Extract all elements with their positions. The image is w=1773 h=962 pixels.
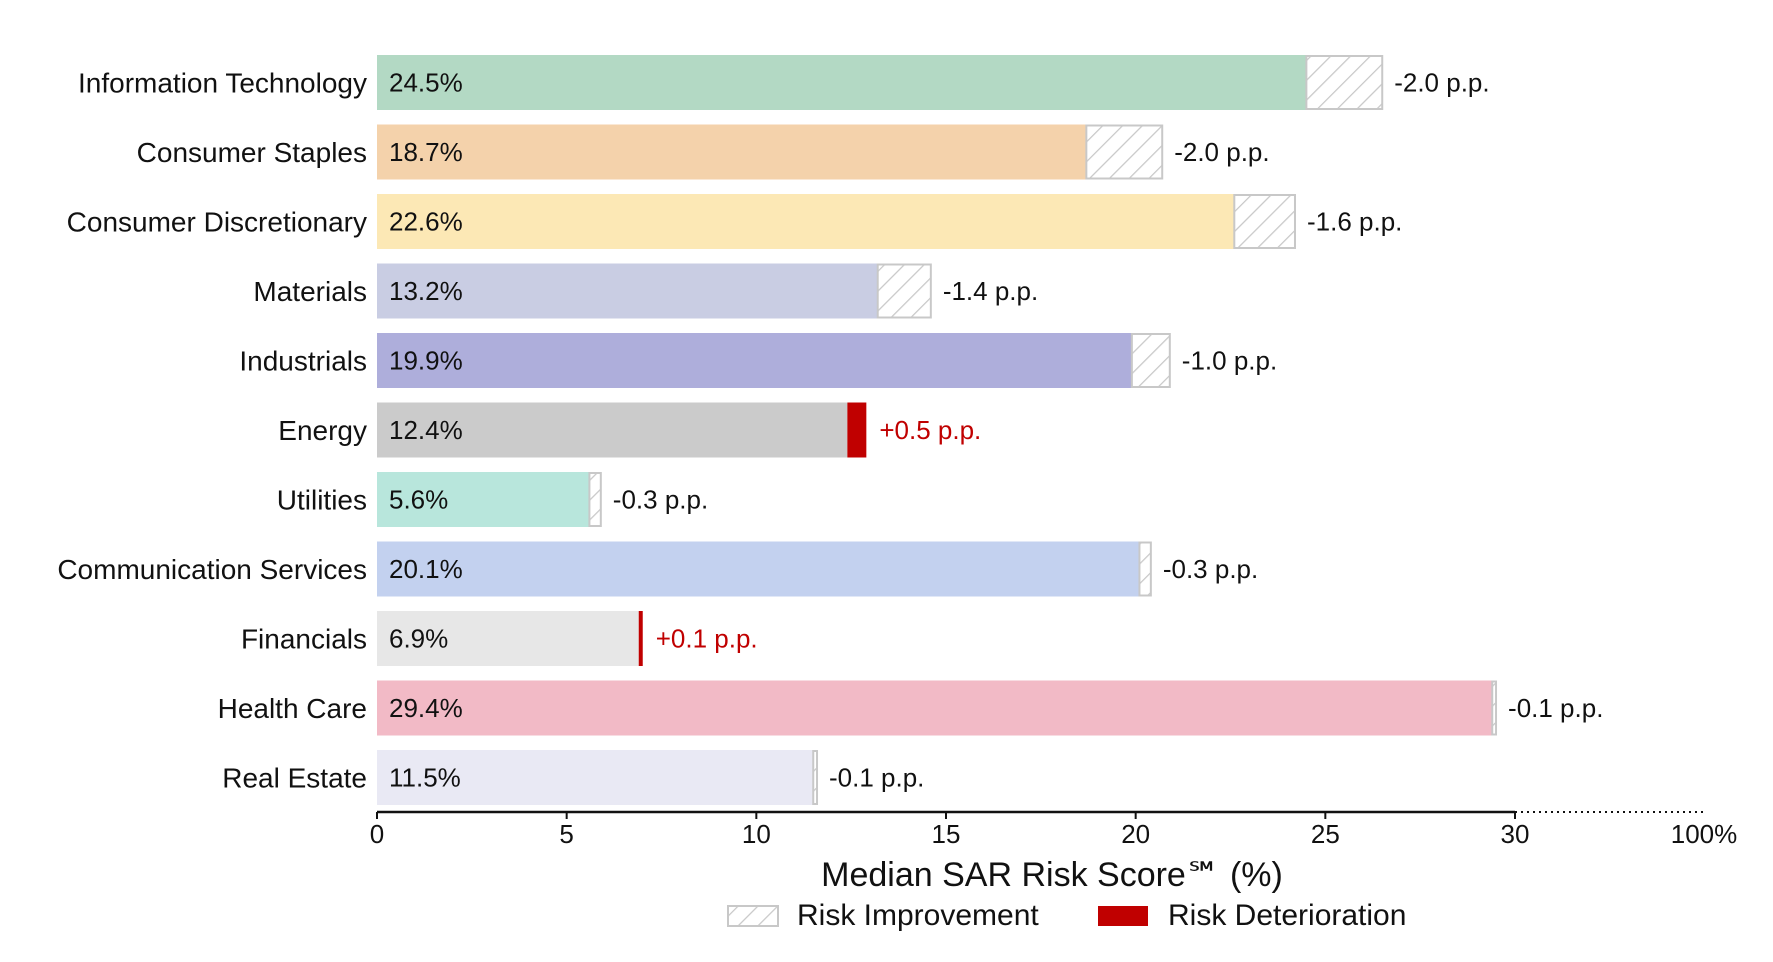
bar-row: Materials 13.2% -1.4 p.p.	[253, 263, 1038, 319]
deterioration-segment	[638, 611, 643, 666]
x-tick-label: 25	[1311, 819, 1340, 849]
improvement-segment	[812, 750, 819, 805]
bar-row: Real Estate 11.5% -0.1 p.p.	[222, 750, 924, 805]
x-tick-label: 5	[559, 819, 573, 849]
delta-label: -0.1 p.p.	[1508, 693, 1603, 723]
delta-label: -1.6 p.p.	[1307, 207, 1402, 237]
bar	[377, 472, 590, 527]
improvement-segment	[1233, 194, 1296, 249]
delta-label: +0.1 p.p.	[656, 624, 758, 654]
legend-item-improvement: Risk Improvement	[727, 899, 1039, 932]
category-label: Consumer Discretionary	[67, 207, 367, 238]
improvement-segment	[1138, 541, 1152, 597]
category-label: Industrials	[239, 346, 367, 377]
improvement-segment	[1085, 124, 1164, 180]
bar-row: Consumer Discretionary 22.6% -1.6 p.p.	[67, 194, 1402, 249]
category-label: Communication Services	[57, 554, 367, 585]
improvement-segment	[1305, 55, 1384, 110]
bar	[377, 263, 878, 319]
legend-item-deterioration: Risk Deterioration	[1098, 899, 1406, 932]
category-label: Consumer Staples	[137, 137, 367, 168]
bar	[377, 402, 848, 458]
value-label: 20.1%	[389, 554, 463, 584]
legend-red-swatch	[1098, 906, 1148, 926]
value-label: 22.6%	[389, 207, 463, 237]
bar-row: Information Technology 24.5% -2.0 p.p.	[78, 55, 1490, 110]
bar	[377, 194, 1235, 249]
bar-row: Consumer Staples 18.7% -2.0 p.p.	[137, 124, 1270, 180]
x-axis-title: Median SAR Risk Score℠ (%)	[821, 856, 1283, 894]
x-tick-label: 15	[932, 819, 961, 849]
bar	[377, 541, 1140, 597]
category-label: Health Care	[218, 693, 367, 724]
delta-label: -1.0 p.p.	[1182, 346, 1277, 376]
bar-row: Energy 12.4% +0.5 p.p.	[278, 402, 981, 458]
value-label: 13.2%	[389, 276, 463, 306]
delta-label: -1.4 p.p.	[943, 276, 1038, 306]
delta-label: -0.3 p.p.	[1163, 554, 1258, 584]
value-label: 29.4%	[389, 693, 463, 723]
delta-label: -2.0 p.p.	[1174, 137, 1269, 167]
bar	[377, 750, 814, 805]
bar-row: Utilities 5.6% -0.3 p.p.	[277, 472, 708, 527]
bar-row: Communication Services 20.1% -0.3 p.p.	[57, 541, 1258, 597]
bar	[377, 124, 1087, 180]
x-tick-label: 0	[370, 819, 384, 849]
value-label: 18.7%	[389, 137, 463, 167]
category-label: Materials	[253, 276, 367, 307]
delta-label: +0.5 p.p.	[879, 415, 981, 445]
x-tick-label: 20	[1121, 819, 1150, 849]
category-label: Information Technology	[78, 68, 367, 99]
improvement-segment	[1130, 333, 1171, 388]
category-label: Utilities	[277, 485, 367, 516]
value-label: 12.4%	[389, 415, 463, 445]
x-tick-label: 30	[1501, 819, 1530, 849]
value-label: 11.5%	[389, 763, 461, 793]
improvement-segment	[876, 263, 932, 319]
bar-row: Industrials 19.9% -1.0 p.p.	[239, 333, 1277, 388]
improvement-segment	[1491, 680, 1498, 736]
delta-label: -0.1 p.p.	[829, 763, 924, 793]
x-tick-label-100: 100%	[1671, 819, 1738, 849]
legend-label: Risk Improvement	[797, 899, 1039, 932]
category-label: Financials	[241, 624, 367, 655]
legend-hatch-swatch	[727, 905, 779, 927]
x-tick-label: 10	[742, 819, 771, 849]
category-label: Energy	[278, 415, 367, 446]
delta-label: -0.3 p.p.	[613, 485, 708, 515]
bars-layer: Information Technology 24.5% -2.0 p.p.Cons…	[57, 55, 1603, 805]
delta-label: -2.0 p.p.	[1394, 68, 1489, 98]
legend-label: Risk Deterioration	[1168, 899, 1406, 932]
bar-row: Financials 6.9% +0.1 p.p.	[241, 611, 758, 666]
bar	[377, 333, 1132, 388]
improvement-segment	[588, 472, 602, 527]
value-label: 19.9%	[389, 346, 463, 376]
value-label: 5.6%	[389, 485, 448, 515]
x-axis: 0 5 10 15 20 25 30 100%	[370, 810, 1738, 849]
value-label: 24.5%	[389, 68, 463, 98]
bar	[377, 680, 1493, 736]
category-label: Real Estate	[222, 763, 367, 794]
value-label: 6.9%	[389, 624, 448, 654]
legend: Risk Improvement Risk Deterioration	[727, 899, 1406, 932]
deterioration-segment	[847, 402, 867, 458]
bar-row: Health Care 29.4% -0.1 p.p.	[218, 680, 1603, 736]
bar	[377, 55, 1307, 110]
bar	[377, 611, 639, 666]
